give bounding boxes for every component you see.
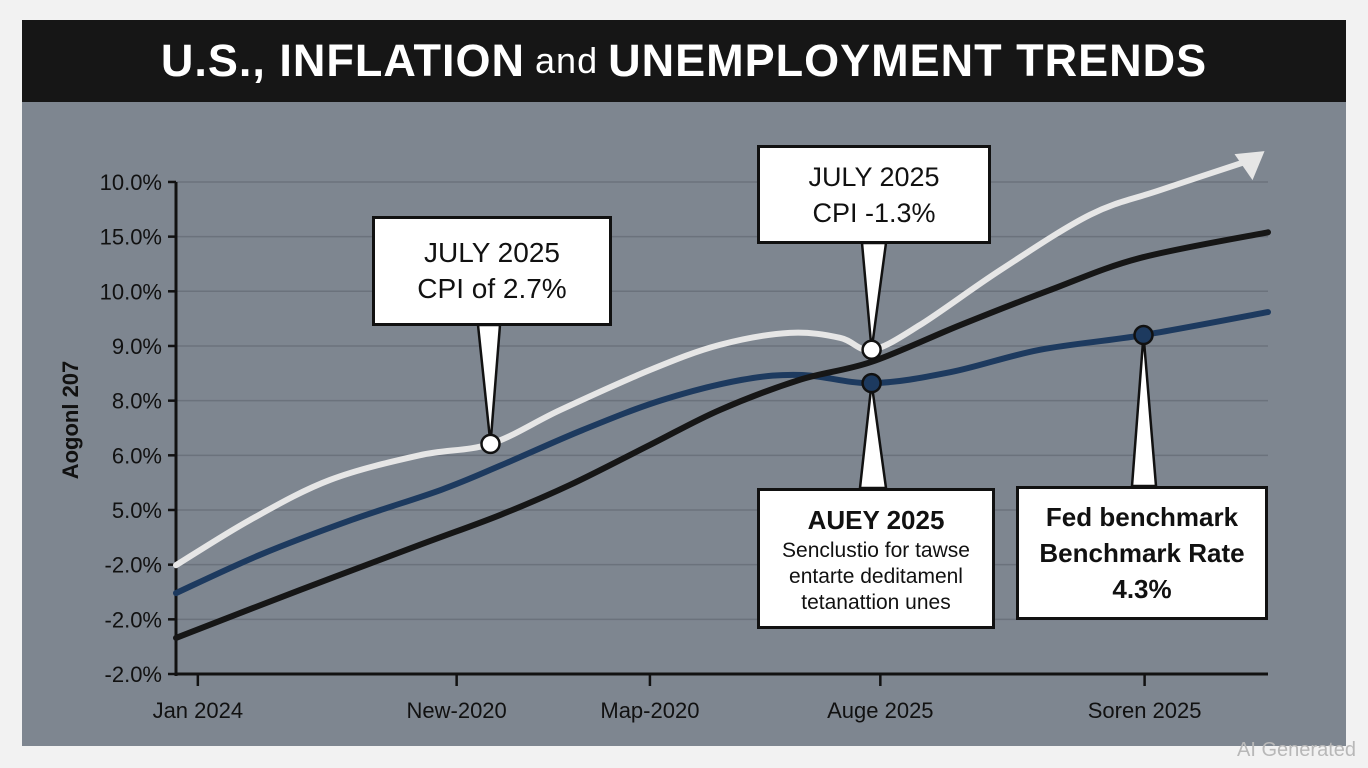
annotation-line: Fed benchmark (1045, 502, 1239, 532)
annotation-auey: AUEY 2025 Senclustio for tawse entarte d… (757, 488, 995, 629)
callout-pointer (1130, 334, 1158, 488)
callout-pointer (860, 241, 888, 350)
annotation-fed-rate: Fed benchmark Benchmark Rate 4.3% (1016, 486, 1268, 620)
y-tick-label: 15.0% (100, 225, 162, 250)
annotation-cpi-july: JULY 2025 CPI of 2.7% (372, 216, 612, 326)
annotation-line: AUEY 2025 (807, 504, 945, 535)
y-tick-label: 6.0% (112, 443, 162, 468)
title-part3: UNEMPLOYMENT TRENDS (608, 35, 1208, 86)
callout-pointer (858, 382, 888, 490)
annotation-line: JULY 2025 (808, 161, 940, 192)
data-point-marker (1133, 324, 1154, 346)
title-part2: and (535, 40, 599, 81)
y-axis-label: Aogonl 207 (58, 361, 83, 480)
annotation-line: 4.3% (1112, 574, 1172, 604)
callout-pointer (476, 323, 502, 444)
title-part1: U.S., INFLATION (160, 35, 526, 86)
y-tick-label: -2.0% (105, 662, 162, 687)
data-point-marker (861, 339, 882, 361)
x-tick-label: Soren 2025 (1088, 698, 1202, 723)
series-line-1 (173, 309, 1271, 597)
y-tick-label: -2.0% (105, 553, 162, 578)
chart-background (22, 20, 1346, 746)
x-tick-label: Map-2020 (600, 698, 699, 723)
series-line-0 (173, 157, 1254, 569)
annotation-cpi-july-2: JULY 2025 CPI -1.3% (757, 145, 991, 244)
watermark: AI Generated (1237, 739, 1356, 761)
arrow-head-icon (1234, 151, 1265, 181)
data-point-marker (480, 433, 501, 455)
data-point-marker (861, 372, 882, 394)
x-tick-label: Jan 2024 (153, 698, 244, 723)
x-tick-label: Auge 2025 (827, 698, 933, 723)
y-tick-label: 9.0% (112, 334, 162, 359)
annotation-line: Senclustio for tawse (782, 538, 970, 562)
chart-title: U.S., INFLATION and UNEMPLOYMENT TRENDS (22, 20, 1346, 102)
y-tick-label: 10.0% (100, 170, 162, 195)
annotation-line: tetanattion unes (801, 590, 951, 614)
y-tick-label: -2.0% (105, 607, 162, 632)
y-tick-label: 10.0% (100, 279, 162, 304)
series-line-2 (173, 229, 1271, 641)
annotation-line: Benchmark Rate (1039, 538, 1245, 568)
annotation-line: CPI -1.3% (812, 197, 936, 228)
annotation-line: CPI of 2.7% (417, 273, 567, 304)
annotation-line: entarte deditamenl (789, 564, 963, 588)
annotation-line: JULY 2025 (424, 237, 560, 268)
y-tick-label: 8.0% (112, 389, 162, 414)
y-tick-label: 5.0% (112, 498, 162, 523)
x-tick-label: New-2020 (407, 698, 507, 723)
